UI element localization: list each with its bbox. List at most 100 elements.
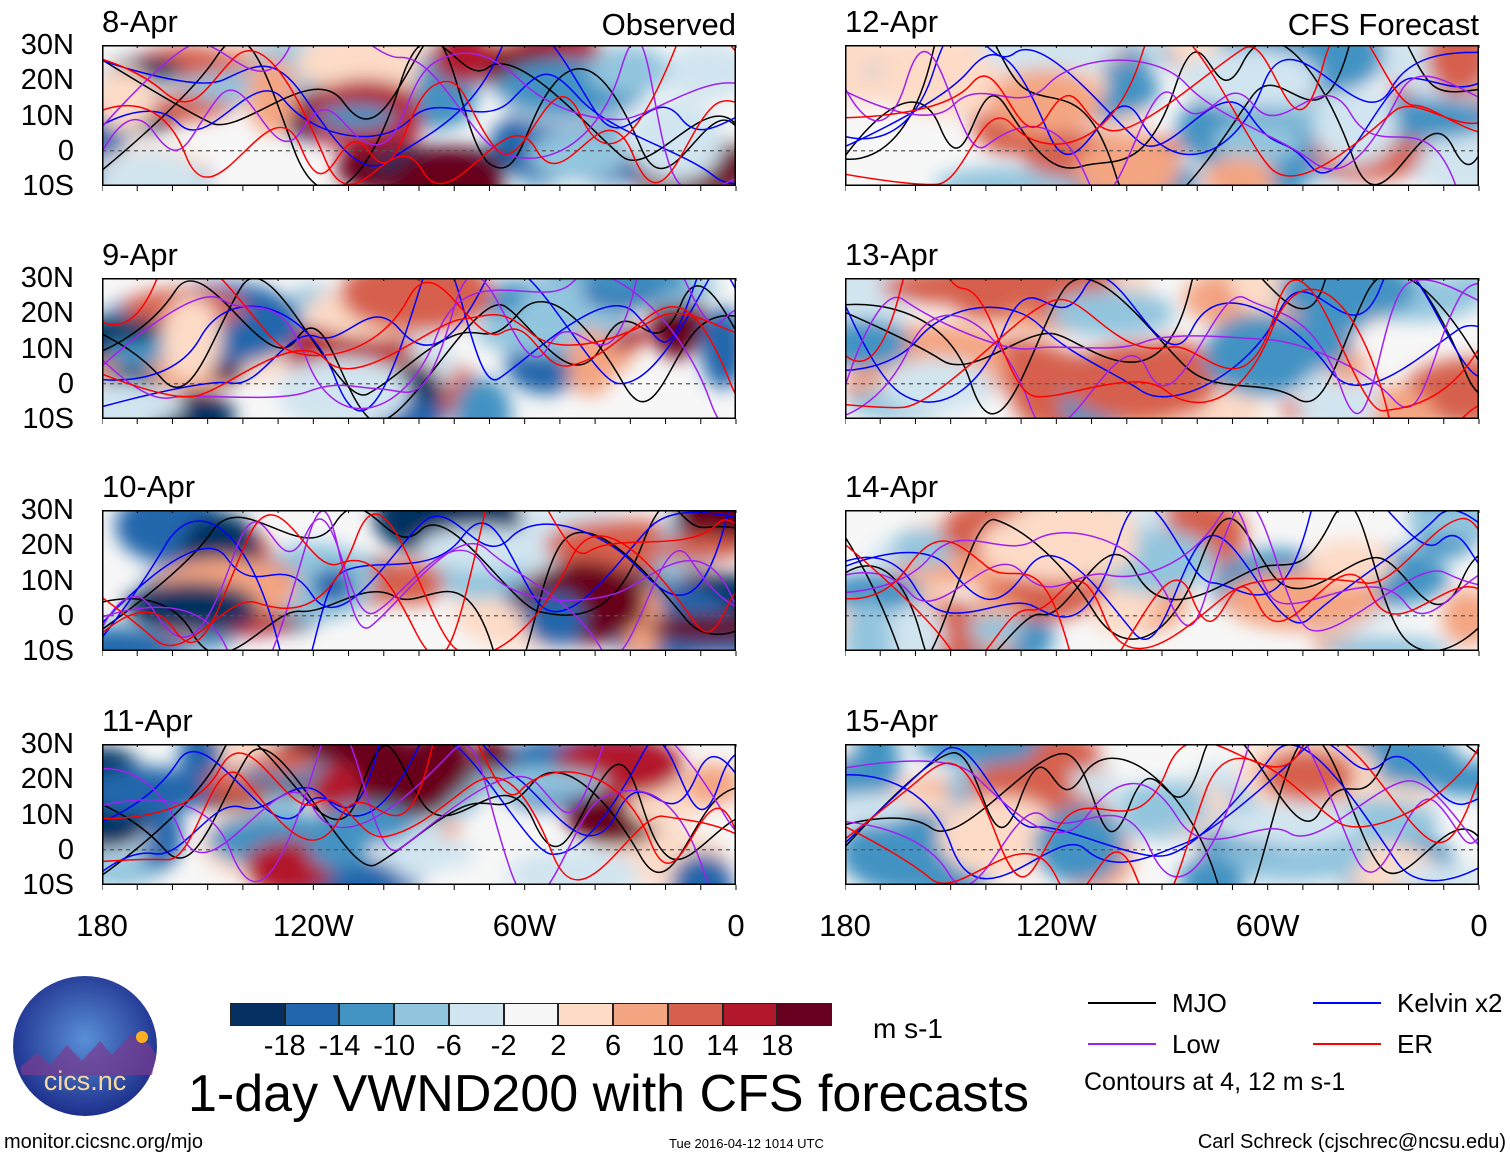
contour-mjo bbox=[845, 45, 1479, 186]
contour-low bbox=[845, 510, 1479, 615]
lat-tick-label: 10N bbox=[20, 332, 74, 365]
wind-anomaly-blob bbox=[845, 600, 892, 651]
contour-mjo bbox=[845, 744, 1479, 833]
panel-date-label: 14-Apr bbox=[845, 469, 939, 504]
map-panel-12-Apr bbox=[845, 45, 1480, 191]
contour-er bbox=[102, 510, 736, 651]
wind-anomaly-blob bbox=[312, 763, 364, 818]
lat-tick-label: 10N bbox=[20, 99, 74, 132]
contour-er bbox=[102, 312, 736, 398]
wind-anomaly-blob bbox=[587, 45, 670, 95]
colorbar-units: m s-1 bbox=[873, 1013, 943, 1044]
wind-anomaly-blob bbox=[629, 99, 725, 182]
wind-anomaly-blob bbox=[1314, 88, 1398, 165]
colorbar-box bbox=[284, 1003, 340, 1026]
contour-low bbox=[845, 744, 1479, 885]
legend-line-2 bbox=[1088, 1043, 1156, 1045]
wind-anomaly-blob bbox=[1073, 343, 1208, 409]
lat-tick-label: 0 bbox=[57, 134, 74, 167]
footer-author: Carl Schreck (cjschrec@ncsu.edu) bbox=[1197, 1131, 1506, 1153]
contour-low bbox=[102, 744, 711, 885]
contour-mjo bbox=[845, 744, 1479, 885]
wind-anomaly-blob bbox=[373, 837, 477, 871]
wind-anomaly-blob bbox=[527, 130, 629, 181]
legend-line-1 bbox=[1313, 1002, 1381, 1004]
wind-anomaly-blob bbox=[102, 632, 190, 651]
colorbar-box bbox=[503, 1003, 559, 1026]
contour-mjo bbox=[845, 510, 1479, 651]
wind-anomaly-blob bbox=[454, 377, 512, 419]
contour-kelvin bbox=[845, 51, 1479, 156]
wind-anomaly-blob bbox=[1406, 510, 1479, 538]
colorbar-tick-label: 18 bbox=[761, 1030, 794, 1062]
contour-er bbox=[845, 45, 1479, 133]
column-label: CFS Forecast bbox=[1287, 7, 1479, 42]
lon-tick-label: 60W bbox=[1235, 908, 1300, 943]
contour-er bbox=[102, 45, 736, 178]
lat-tick-label: 20N bbox=[20, 64, 74, 97]
wind-anomaly-blob bbox=[102, 317, 166, 343]
contour-low bbox=[845, 59, 1479, 170]
panel-date-label: 8-Apr bbox=[102, 4, 178, 39]
lat-tick-label: 0 bbox=[57, 833, 74, 866]
lon-tick-label: 120W bbox=[272, 908, 354, 943]
wind-anomaly-blob bbox=[276, 357, 410, 419]
lon-tick-label: 180 bbox=[76, 908, 128, 943]
contour-low bbox=[102, 510, 736, 651]
colorbar-box bbox=[448, 1003, 504, 1026]
contour-low bbox=[102, 52, 736, 154]
contour-kelvin bbox=[102, 510, 730, 625]
contour-low bbox=[845, 760, 1479, 847]
wind-anomaly-blob bbox=[662, 45, 736, 101]
contour-kelvin bbox=[102, 744, 736, 837]
legend-label: MJO bbox=[1172, 988, 1227, 1018]
wind-anomaly-blob bbox=[988, 68, 1102, 134]
colorbar-box bbox=[667, 1003, 723, 1026]
wind-anomaly-blob bbox=[506, 848, 641, 885]
map-panel-9-Apr bbox=[102, 278, 737, 424]
map-panel-8-Apr bbox=[102, 45, 737, 191]
colorbar-tick-label: 2 bbox=[550, 1030, 567, 1062]
wind-anomaly-blob bbox=[967, 614, 1024, 645]
wind-anomaly-blob bbox=[1259, 748, 1356, 802]
contour-er bbox=[845, 540, 1479, 651]
lat-tick-label: 0 bbox=[57, 367, 74, 400]
colorbar-tick-label: -14 bbox=[318, 1030, 361, 1062]
colorbar-tick-label: -2 bbox=[490, 1030, 517, 1062]
contour-kelvin bbox=[102, 744, 736, 873]
contour-low bbox=[845, 278, 1479, 419]
contour-mjo bbox=[102, 280, 736, 419]
contour-low bbox=[102, 278, 720, 419]
contour-mjo bbox=[102, 278, 736, 403]
wind-anomaly-blob bbox=[102, 150, 204, 186]
lat-tick-label: 10S bbox=[22, 869, 74, 901]
colorbar-box bbox=[339, 1003, 395, 1026]
wind-anomaly-blob bbox=[1203, 156, 1276, 186]
lon-tick-label: 0 bbox=[727, 908, 745, 943]
wind-anomaly-blob bbox=[1304, 539, 1395, 586]
colorbar-box bbox=[722, 1003, 778, 1026]
contour-er bbox=[845, 744, 1479, 878]
wind-anomaly-blob bbox=[671, 852, 733, 885]
contour-er bbox=[102, 278, 736, 397]
footer-timestamp: Tue 2016-04-12 1014 UTC bbox=[669, 1136, 824, 1151]
wind-anomaly-blob bbox=[253, 748, 315, 774]
wind-anomaly-blob bbox=[1180, 48, 1320, 110]
contour-low bbox=[102, 278, 736, 399]
map-panel-15-Apr bbox=[845, 744, 1480, 890]
panel-date-label: 15-Apr bbox=[845, 703, 939, 738]
colorbar-tick-label: -10 bbox=[373, 1030, 416, 1062]
svg-text:cics.nc: cics.nc bbox=[44, 1066, 127, 1096]
panel-date-label: 12-Apr bbox=[845, 4, 939, 39]
wind-anomaly-blob bbox=[938, 795, 1063, 878]
wind-anomaly-blob bbox=[845, 793, 912, 825]
colorbar-tick-label: 10 bbox=[651, 1030, 684, 1062]
contour-er bbox=[845, 517, 1479, 651]
contour-kelvin bbox=[102, 73, 736, 185]
wind-anomaly-blob bbox=[1049, 289, 1175, 337]
wind-anomaly-blob bbox=[1323, 636, 1451, 651]
contour-kelvin bbox=[102, 278, 736, 408]
lat-tick-label: 10S bbox=[22, 170, 74, 202]
colorbar-tick-label: 14 bbox=[706, 1030, 739, 1062]
lat-tick-label: 30N bbox=[20, 262, 74, 294]
